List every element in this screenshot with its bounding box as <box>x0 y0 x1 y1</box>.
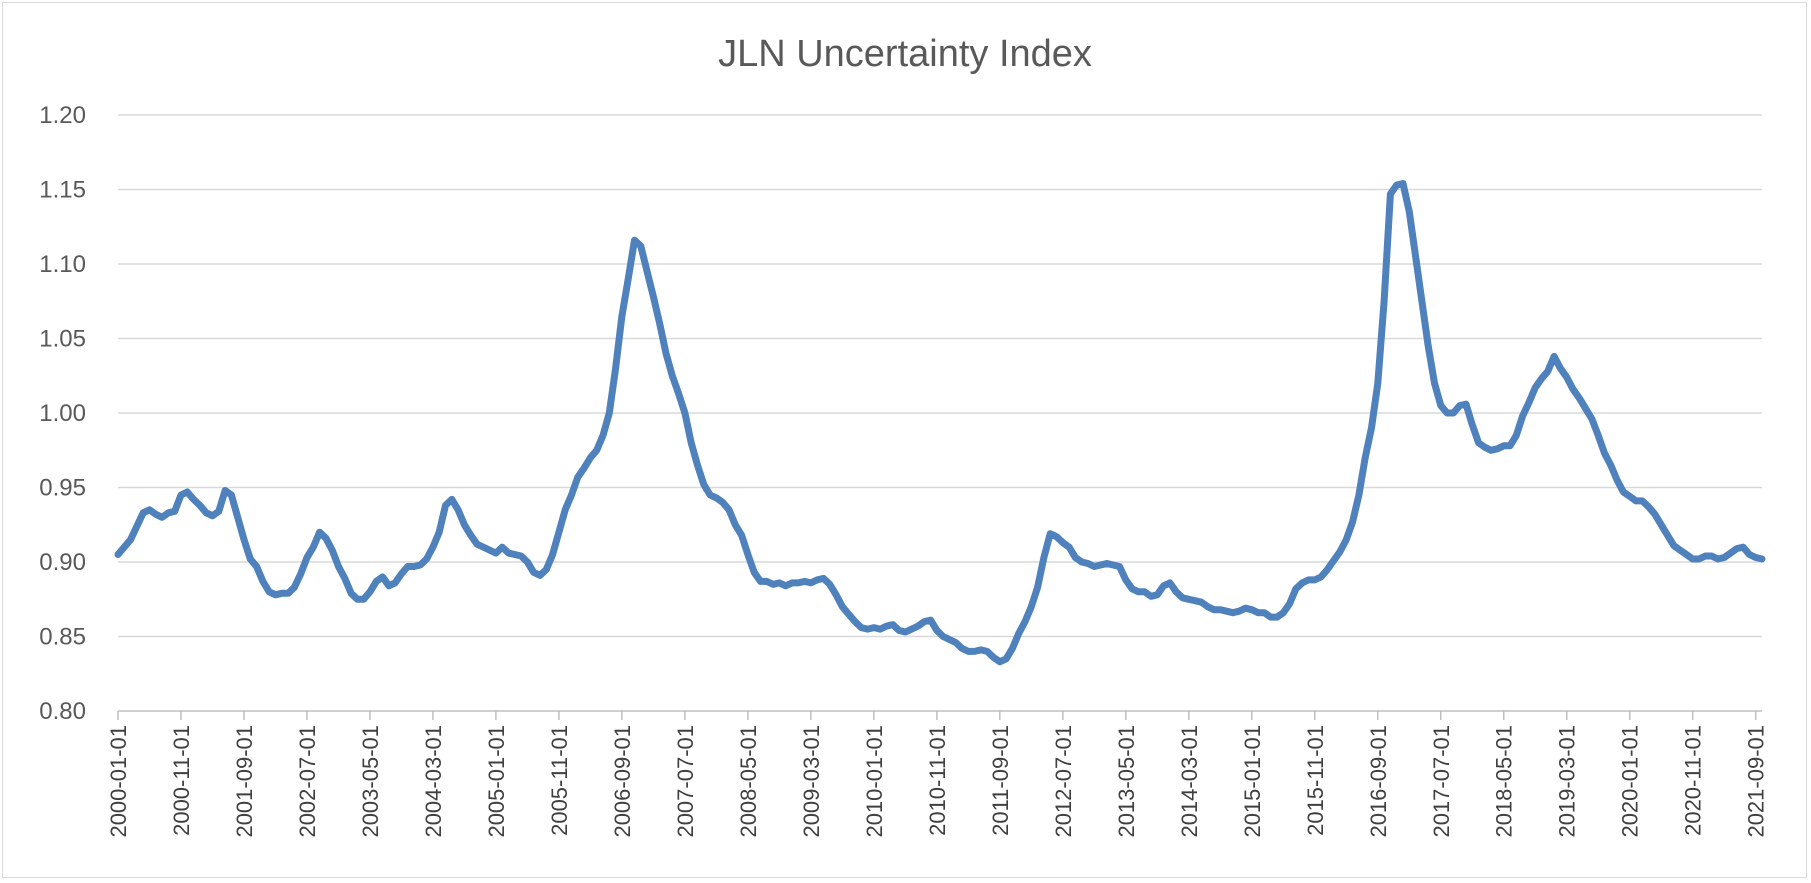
y-tick-label: 0.90 <box>39 549 86 576</box>
x-tick-label: 2019-03-01 <box>1555 725 1580 838</box>
x-tick-label: 2000-01-01 <box>106 725 131 838</box>
x-tick-label: 2015-01-01 <box>1240 725 1265 838</box>
y-tick-label: 1.05 <box>39 326 86 353</box>
x-tick-label: 2021-09-01 <box>1744 725 1769 838</box>
x-tick-label: 2012-07-01 <box>1051 725 1076 838</box>
y-tick-label: 0.80 <box>39 698 86 725</box>
x-tick-label: 2005-11-01 <box>547 725 572 836</box>
x-tick-label: 2015-11-01 <box>1303 725 1328 836</box>
x-tick-label: 2007-07-01 <box>673 725 698 838</box>
x-axis-tick-labels: 2000-01-01 2000-11-01 2001-09-01 2002-07-01… <box>106 725 1811 838</box>
chart-title: JLN Uncertainty Index <box>718 33 1092 75</box>
x-tick-label: 2002-07-01 <box>295 725 320 838</box>
x-tick-label: 2013-05-01 <box>1114 725 1139 838</box>
x-tick-label: 2008-05-01 <box>736 725 761 838</box>
y-tick-label: 1.00 <box>39 400 86 427</box>
series-layer <box>114 180 1766 666</box>
x-tick-label: 2016-09-01 <box>1366 725 1391 838</box>
x-tick-label: 2014-03-01 <box>1177 725 1202 838</box>
x-tick-label: 2005-01-01 <box>484 725 509 838</box>
y-tick-label: 1.15 <box>39 177 86 204</box>
series-line-jln-uncertainty <box>114 180 1766 666</box>
x-tick-label: 2003-05-01 <box>358 725 383 838</box>
gridlines <box>118 114 1762 638</box>
x-tick-label: 2020-01-01 <box>1618 725 1643 838</box>
x-tick-label: 2010-11-01 <box>925 725 950 836</box>
x-tick-label: 2011-09-01 <box>988 725 1013 836</box>
x-tick-label: 2006-09-01 <box>610 725 635 838</box>
y-tick-label: 0.95 <box>39 475 86 502</box>
x-tick-label: 2020-11-01 <box>1681 725 1706 836</box>
x-tick-label: 2001-09-01 <box>232 725 257 838</box>
x-tick-label: 2004-03-01 <box>421 725 446 838</box>
y-axis-tick-labels: 0.80 0.85 0.90 0.95 1.00 1.05 1.10 1.15 1.20 <box>39 102 86 725</box>
x-tick-label: 2018-05-01 <box>1492 725 1517 838</box>
x-tick-label: 2010-01-01 <box>862 725 887 838</box>
x-axis <box>117 710 1762 720</box>
y-tick-label: 0.85 <box>39 624 86 651</box>
x-tick-label: 2009-03-01 <box>799 725 824 838</box>
y-tick-label: 1.20 <box>39 102 86 129</box>
y-tick-label: 1.10 <box>39 251 86 278</box>
x-tick-label: 2000-11-01 <box>169 725 194 836</box>
x-tick-label: 2017-07-01 <box>1429 725 1454 838</box>
x-tick-label: 2022-07-01 <box>1807 725 1811 838</box>
